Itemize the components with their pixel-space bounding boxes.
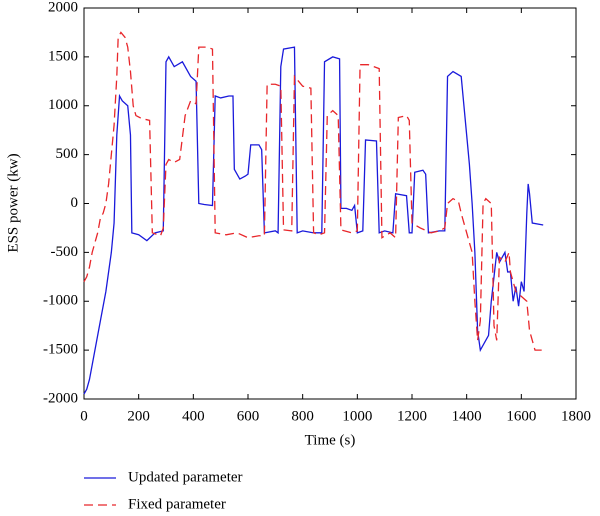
x-tick-label: 1400 [452, 408, 482, 424]
series-line [83, 46, 544, 395]
x-tick-label: 600 [237, 408, 260, 424]
legend-label: Updated parameter [128, 469, 243, 485]
x-tick-label: 800 [291, 408, 314, 424]
y-tick-label: 1500 [48, 48, 78, 64]
y-tick-label: -1000 [43, 293, 78, 309]
plot-frame [83, 7, 577, 400]
y-tick-label: 1000 [48, 97, 78, 113]
x-tick-label: 1000 [342, 408, 372, 424]
y-tick-label: -2000 [43, 390, 78, 406]
x-tick-label: 1800 [561, 408, 591, 424]
y-tick-label: 0 [71, 195, 79, 211]
y-axis-label: ESS power (kw) [5, 153, 21, 252]
x-tick-label: 400 [182, 408, 205, 424]
x-tick-label: 200 [127, 408, 150, 424]
y-tick-label: 500 [56, 146, 79, 162]
series-line [83, 31, 544, 351]
x-axis-label: Time (s) [305, 432, 356, 448]
legend-label: Fixed parameter [128, 496, 226, 512]
y-tick-label: -500 [51, 244, 79, 260]
x-tick-label: 1200 [397, 408, 427, 424]
x-tick-label: 0 [80, 408, 88, 424]
y-tick-label: -1500 [43, 342, 78, 358]
y-tick-label: 2000 [48, 0, 78, 15]
x-tick-label: 1600 [506, 408, 536, 424]
